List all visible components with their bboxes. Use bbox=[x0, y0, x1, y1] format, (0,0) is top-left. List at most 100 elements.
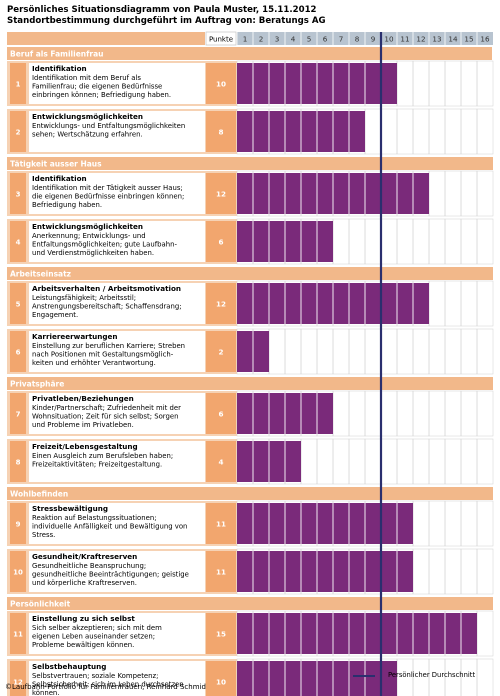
item-text-box bbox=[29, 613, 205, 654]
item-description-line: gesundheitliche Beeinträchtigungen; geis… bbox=[32, 571, 189, 579]
item-points-value: 10 bbox=[216, 80, 226, 89]
section-band-grid bbox=[237, 597, 493, 610]
item-description-line: Selbstsicherheit; sich im Leben durchset… bbox=[32, 681, 184, 689]
item-description-line: sehen; Wertschätzung erfahren. bbox=[32, 131, 143, 139]
item-points-value: 12 bbox=[216, 300, 226, 309]
item-description-line: Gesundheitliche Beanspruchung; bbox=[32, 562, 146, 570]
section-label: Arbeitseinsatz bbox=[10, 270, 71, 279]
item-description-line: Anstrengungsbereitschaft; Schaffensdrang… bbox=[32, 303, 182, 311]
item-points-box bbox=[206, 503, 236, 544]
item-description-line: Entwicklungs- und Entfaltungsmöglichkeit… bbox=[32, 122, 185, 130]
item-title: Identifikation bbox=[32, 174, 87, 183]
item-number: 6 bbox=[16, 349, 21, 357]
item-description-line: Familienfrau; die eigenen Bedürfnisse bbox=[32, 83, 162, 91]
item-description-line: Identifikation mit dem Beruf als bbox=[32, 74, 141, 82]
item-number-box bbox=[10, 63, 26, 104]
scale-header-tick: 10 bbox=[384, 35, 394, 44]
item-number: 9 bbox=[16, 521, 21, 529]
score-bar bbox=[237, 551, 413, 592]
item-text-box bbox=[29, 441, 205, 482]
item-points-value: 11 bbox=[216, 520, 226, 529]
grid-cell bbox=[476, 108, 494, 155]
scale-header-tick: 6 bbox=[323, 35, 328, 44]
section-label: Privatsphäre bbox=[10, 380, 64, 389]
item-points-box bbox=[206, 393, 236, 434]
scale-header-tick: 5 bbox=[307, 35, 312, 44]
item-title: Arbeitsverhalten / Arbeitsmotivation bbox=[32, 284, 181, 293]
item-points-box bbox=[206, 63, 236, 104]
item-points-box bbox=[206, 613, 236, 654]
item-points-box bbox=[206, 661, 236, 696]
item-number-box bbox=[10, 551, 26, 592]
item-description-line: individuelle Anfälligkeit und Bewältigun… bbox=[32, 523, 187, 531]
scale-header-tick: 12 bbox=[416, 35, 425, 44]
item-points-box bbox=[206, 173, 236, 214]
item-description-line: Selbstvertrauen; soziale Kompetenz; bbox=[32, 672, 158, 680]
scale-header-tick: 9 bbox=[371, 35, 376, 44]
scale-header-tick: 3 bbox=[275, 35, 280, 44]
section-label: Beruf als Familienfrau bbox=[10, 50, 103, 59]
grid-cell bbox=[476, 280, 494, 327]
scale-header-tick: 4 bbox=[291, 35, 296, 44]
item-description-line: Stress. bbox=[32, 531, 55, 539]
item-text-box bbox=[29, 503, 205, 544]
item-points-value: 6 bbox=[218, 238, 223, 247]
scale-header-tick: 13 bbox=[432, 35, 441, 44]
item-title: Privatleben/Beziehungen bbox=[32, 394, 134, 403]
average-legend-line bbox=[353, 675, 375, 677]
points-column-header: Punkte bbox=[209, 36, 233, 44]
item-description-line: die eigenen Bedürfnisse einbringen könne… bbox=[32, 193, 184, 201]
item-text-box bbox=[29, 331, 205, 372]
item-points-box bbox=[206, 441, 236, 482]
item-number: 8 bbox=[16, 459, 21, 467]
item-title: Einstellung zu sich selbst bbox=[32, 614, 135, 623]
item-description-line: Freizeitaktivitäten; Freizeitgestaltung. bbox=[32, 461, 162, 469]
item-points-box bbox=[206, 111, 236, 152]
grid-cell bbox=[476, 438, 494, 485]
grid-cell bbox=[476, 328, 494, 375]
grid-cell bbox=[476, 170, 494, 217]
item-points-box bbox=[206, 551, 236, 592]
item-number: 7 bbox=[16, 411, 21, 419]
average-legend-label: Persönlicher Durchschnitt bbox=[388, 671, 476, 679]
item-number: 2 bbox=[16, 129, 21, 137]
scale-header-tick: 2 bbox=[259, 35, 264, 44]
item-description-line: Reaktion auf Belastungssituationen; bbox=[32, 514, 157, 522]
item-description-line: Engagement. bbox=[32, 311, 78, 319]
item-title: Karriereerwartungen bbox=[32, 332, 118, 341]
scale-header-tick: 16 bbox=[480, 35, 490, 44]
item-description-line: und Probleme im Privatleben. bbox=[32, 421, 134, 429]
item-text-box bbox=[29, 283, 205, 324]
item-title: Identifikation bbox=[32, 64, 87, 73]
grid-cell bbox=[476, 548, 494, 595]
item-description-line: Kinder/Partnerschaft; Zufriedenheit mit … bbox=[32, 404, 181, 412]
item-number-box bbox=[10, 111, 26, 152]
item-description-line: Wohnsituation; Zeit für sich selbst; Sor… bbox=[32, 413, 179, 421]
item-text-box bbox=[29, 173, 205, 214]
item-number-box bbox=[10, 661, 26, 696]
item-number-box bbox=[10, 613, 26, 654]
header-section-band bbox=[7, 32, 205, 45]
section-band bbox=[7, 47, 492, 60]
item-description-line: Einen Ausgleich zum Berufsleben haben; bbox=[32, 452, 173, 460]
item-description-line: und Verdienstmöglichkeiten haben. bbox=[32, 249, 154, 257]
item-number-box bbox=[10, 221, 26, 262]
item-number-box bbox=[10, 283, 26, 324]
item-text-box bbox=[29, 221, 205, 262]
grid-cell bbox=[476, 500, 494, 547]
item-points-box bbox=[206, 283, 236, 324]
scale-header-tick: 14 bbox=[448, 35, 458, 44]
item-number: 11 bbox=[13, 631, 23, 639]
item-points-value: 6 bbox=[218, 410, 223, 419]
item-description-line: Entfaltungsmöglichkeiten; gute Laufbahn- bbox=[32, 241, 177, 249]
grid-cell bbox=[476, 658, 494, 696]
item-description-line: Anerkennung; Entwicklungs- und bbox=[32, 232, 146, 240]
section-label: Persönlichkeit bbox=[10, 600, 71, 609]
score-bar bbox=[237, 503, 413, 544]
item-number: 3 bbox=[16, 191, 21, 199]
item-points-value: 2 bbox=[218, 348, 223, 357]
scale-header-tick: 15 bbox=[464, 35, 473, 44]
item-text-box bbox=[29, 63, 205, 104]
